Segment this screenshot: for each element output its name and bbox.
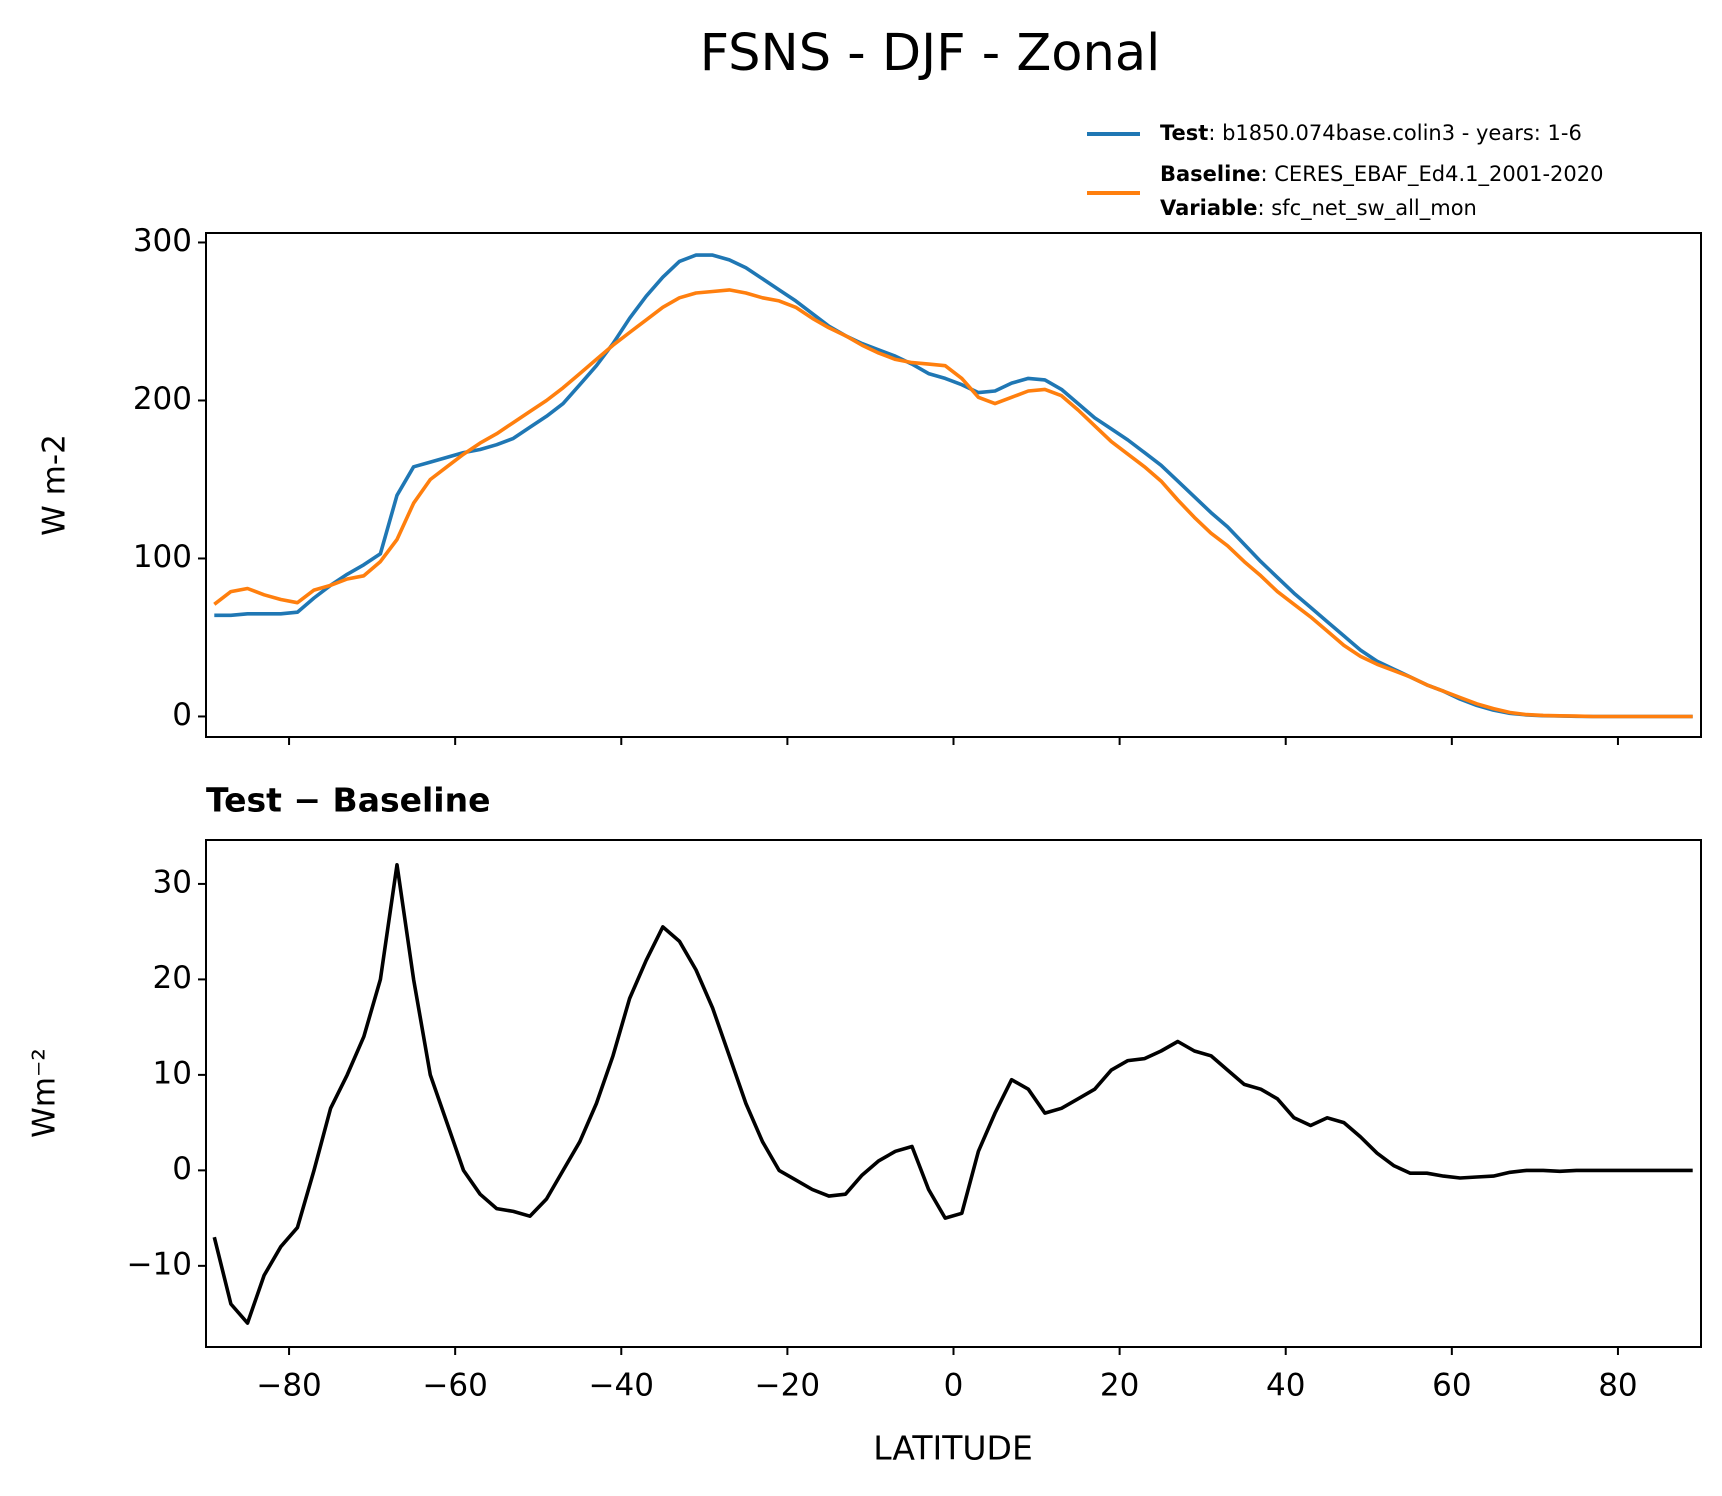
- legend-entry: Variable: sfc_net_sw_all_mon: [1160, 196, 1477, 221]
- axes-frame: [205, 232, 1702, 738]
- y-tick-label: 20: [153, 960, 192, 996]
- y-axis-label: W m-2: [37, 434, 73, 536]
- legend-description: : b1850.074base.colin3 - years: 1-6: [1208, 121, 1582, 145]
- x-tick-label: 0: [944, 1368, 964, 1404]
- x-tick-label: 20: [1100, 1368, 1139, 1404]
- x-tick-label: −80: [256, 1368, 321, 1404]
- legend-entry: Baseline: CERES_EBAF_Ed4.1_2001-2020: [1160, 162, 1603, 187]
- y-tick-label: 30: [153, 864, 192, 900]
- x-tick-label: −60: [422, 1368, 487, 1404]
- legend-description: : sfc_net_sw_all_mon: [1257, 196, 1476, 221]
- legend: Test: b1850.074base.colin3 - years: 1-6 …: [1087, 121, 1603, 221]
- x-axis-label: LATITUDE: [873, 1429, 1033, 1468]
- axes-frame: [205, 839, 1702, 1348]
- y-tick-label: 300: [133, 223, 192, 259]
- panel-title: Test − Baseline: [206, 781, 491, 820]
- data-line: [213, 288, 1693, 719]
- legend-name: Test: [1160, 121, 1208, 145]
- x-tick-label: 80: [1598, 1368, 1637, 1404]
- y-tick-label: 100: [133, 539, 192, 575]
- x-tick-label: 40: [1266, 1368, 1305, 1404]
- y-tick-label: 200: [133, 381, 192, 417]
- x-tick-label: 60: [1432, 1368, 1471, 1404]
- legend-name: Baseline: [1160, 162, 1261, 186]
- legend-description: : CERES_EBAF_Ed4.1_2001-2020: [1261, 162, 1604, 187]
- x-tick-label: −40: [589, 1368, 654, 1404]
- figure-title: FSNS - DJF - Zonal: [700, 24, 1161, 83]
- y-tick-label: 0: [172, 1151, 192, 1187]
- x-tick-label: −20: [755, 1368, 820, 1404]
- legend-name: Variable: [1160, 196, 1257, 220]
- y-tick-label: 10: [153, 1055, 192, 1091]
- y-tick-label: 0: [172, 697, 192, 733]
- data-line: [212, 863, 1693, 1325]
- legend-entry: Test: b1850.074base.colin3 - years: 1-6: [1160, 121, 1582, 145]
- y-tick-label: −10: [127, 1246, 192, 1282]
- y-axis-label: Wm⁻²: [27, 1048, 63, 1138]
